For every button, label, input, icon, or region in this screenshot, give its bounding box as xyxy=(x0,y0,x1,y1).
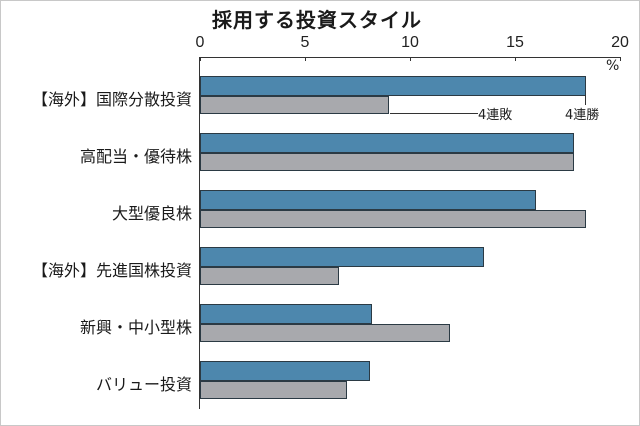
x-tick-label: 15 xyxy=(506,34,524,51)
bar-4-wins xyxy=(200,247,484,267)
bar-4-wins xyxy=(200,304,373,324)
bar-4-wins xyxy=(200,190,536,210)
bar-4-wins xyxy=(200,76,587,96)
x-tick xyxy=(200,57,201,61)
bar-4-losses xyxy=(200,210,587,228)
x-tick xyxy=(410,57,411,61)
category-label: 大型優良株 xyxy=(111,204,192,223)
chart-title: 採用する投資スタイル xyxy=(212,8,422,32)
axis-unit: % xyxy=(606,58,620,74)
category-label: 高配当・優待株 xyxy=(79,147,192,166)
leader-line-loss xyxy=(390,113,478,114)
category-label: 【海外】国際分散投資 xyxy=(31,90,192,109)
x-tick-label: 10 xyxy=(401,34,419,51)
category-label: バリュー投資 xyxy=(95,375,192,394)
x-tick-label: 20 xyxy=(611,34,629,51)
leader-line-win xyxy=(585,95,586,105)
y-axis-line xyxy=(199,57,200,409)
annotation-4-losses: 4連敗 xyxy=(478,108,513,123)
x-tick-label: 0 xyxy=(195,34,205,51)
bar-4-losses xyxy=(200,96,389,114)
annotation-4-wins: 4連勝 xyxy=(565,108,600,123)
x-tick-label: 5 xyxy=(300,34,310,51)
bar-4-losses xyxy=(200,381,347,399)
x-tick xyxy=(620,57,621,61)
bar-4-losses xyxy=(200,324,450,342)
category-label: 【海外】先進国株投資 xyxy=(31,261,192,280)
x-tick xyxy=(515,57,516,61)
bar-4-wins xyxy=(200,361,371,381)
bar-4-wins xyxy=(200,133,574,153)
x-tick xyxy=(305,57,306,61)
bar-4-losses xyxy=(200,153,574,171)
category-label: 新興・中小型株 xyxy=(79,318,192,337)
bar-4-losses xyxy=(200,267,339,285)
